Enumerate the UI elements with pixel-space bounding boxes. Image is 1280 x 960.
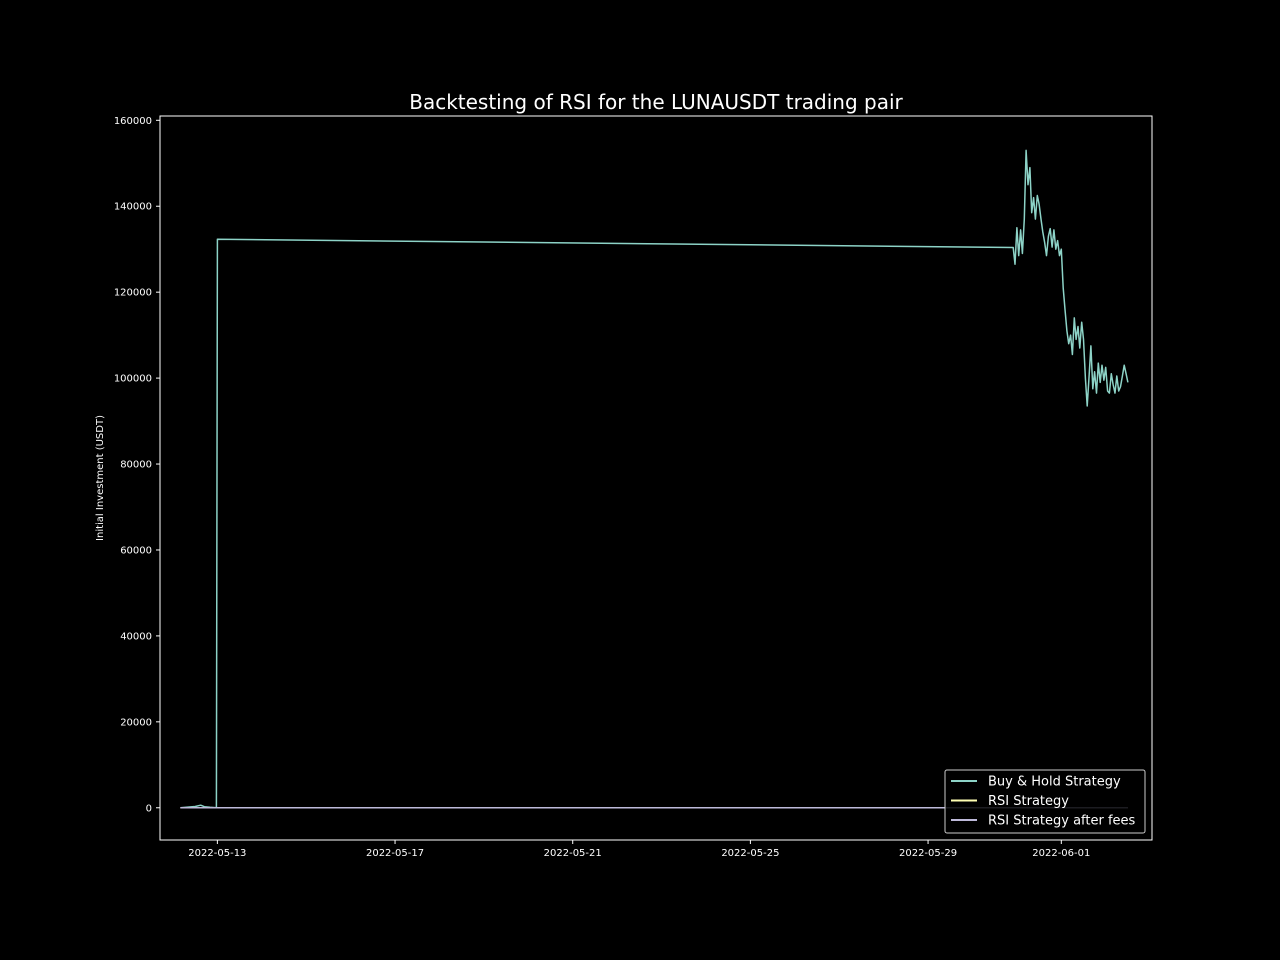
legend-box xyxy=(944,769,1146,834)
y-axis-label: Initial Investment (USDT) xyxy=(95,415,106,541)
x-tick-label: 2022-05-29 xyxy=(899,848,957,859)
y-tick-label: 60000 xyxy=(120,545,152,556)
y-tick-label: 100000 xyxy=(114,374,152,385)
axes-layer: 2022-05-13 2022-05-17 2022-05-21 2022-05-25… xyxy=(114,116,1091,859)
legend-label: RSI Strategy after fees xyxy=(988,814,1136,829)
x-tick-label: 2022-05-17 xyxy=(366,848,424,859)
y-tick-label: 20000 xyxy=(120,717,152,728)
chart-title: Backtesting of RSI for the LUNAUSDT trad… xyxy=(409,90,903,114)
y-tick-label: 40000 xyxy=(120,631,152,642)
x-tick-label: 2022-06-01 xyxy=(1032,848,1090,859)
legend: Buy & Hold Strategy RSI Strategy RSI Strat… xyxy=(944,769,1146,834)
legend-label: Buy & Hold Strategy xyxy=(988,775,1121,790)
series-layer xyxy=(180,149,1129,809)
y-tick-label: 120000 xyxy=(114,288,152,299)
y-tick-label: 0 xyxy=(146,803,152,814)
legend-label: RSI Strategy xyxy=(988,794,1069,809)
x-tick-label: 2022-05-25 xyxy=(721,848,779,859)
series-line-1 xyxy=(180,149,1129,809)
y-tick-label: 140000 xyxy=(114,202,152,213)
y-tick-label: 80000 xyxy=(120,460,152,471)
x-tick-label: 2022-05-13 xyxy=(188,848,246,859)
x-tick-label: 2022-05-21 xyxy=(544,848,602,859)
plot-frame xyxy=(159,115,1153,841)
y-tick-label: 160000 xyxy=(114,116,152,127)
